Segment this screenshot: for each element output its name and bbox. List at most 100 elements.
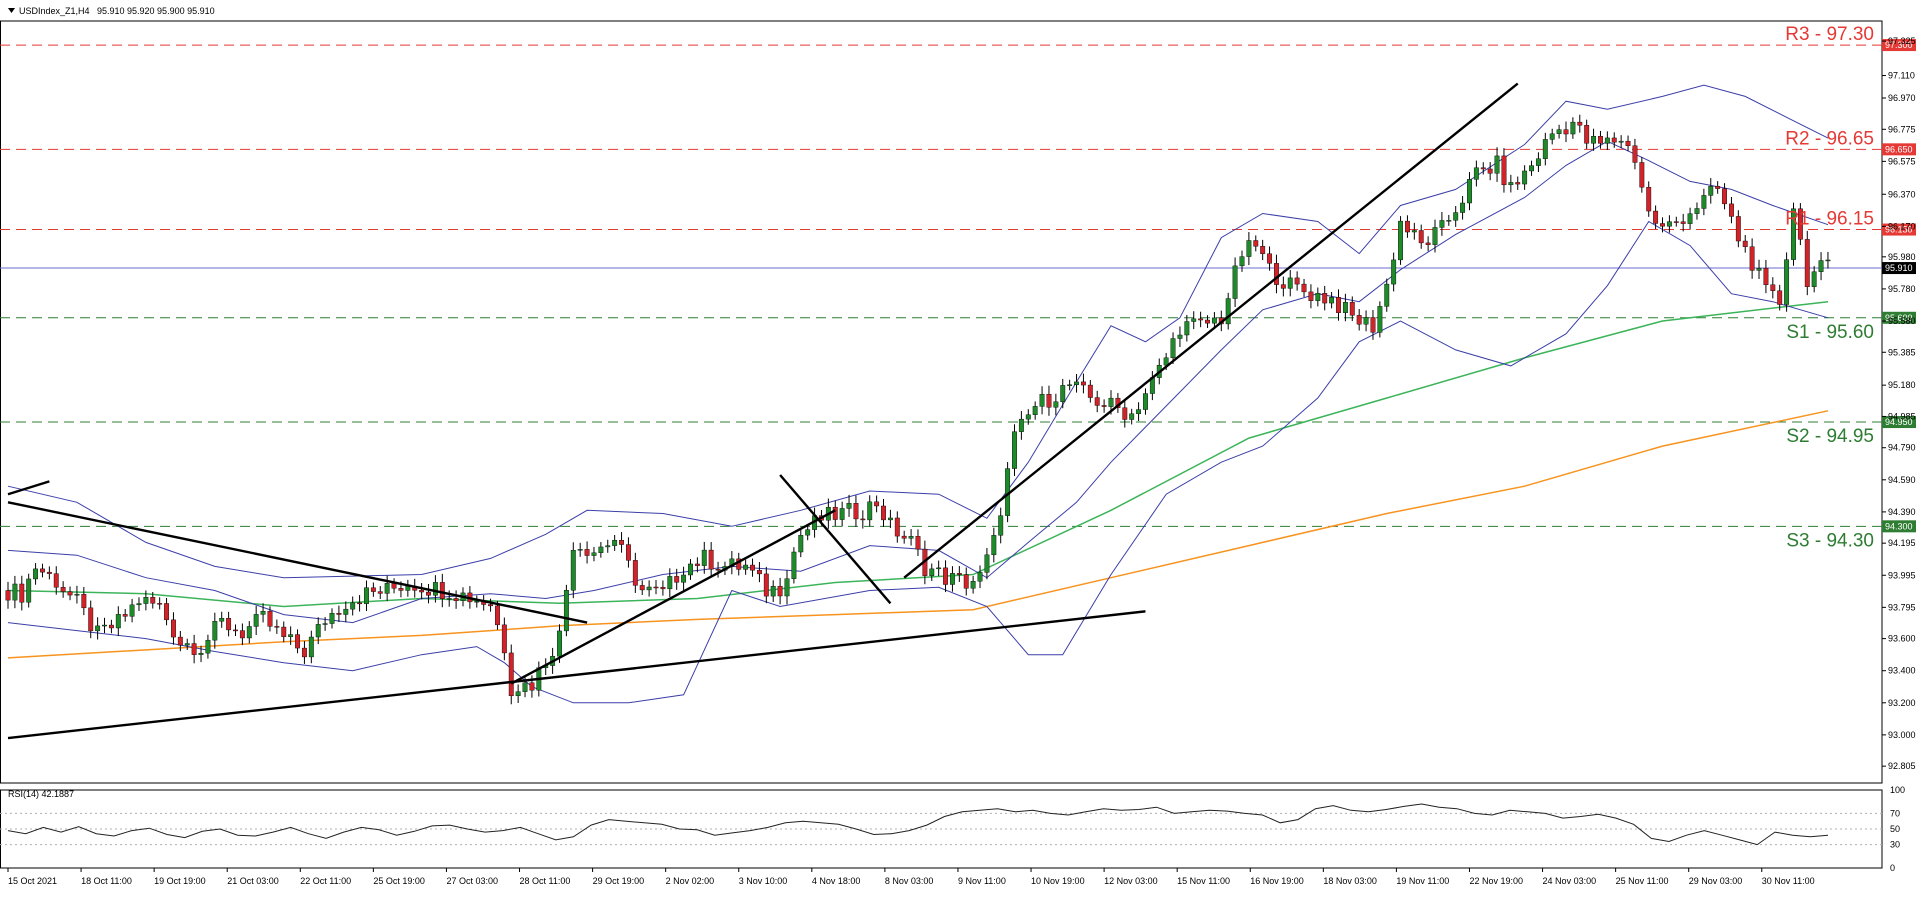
candle-body (143, 597, 149, 604)
candle-body (667, 576, 673, 590)
x-tick-label: 30 Nov 11:00 (1762, 876, 1815, 886)
ohlc-readout: 95.910 95.920 95.900 95.910 (97, 6, 215, 16)
candle-body (1708, 186, 1714, 196)
candle-body (984, 554, 990, 573)
x-tick-label: 2 Nov 02:00 (666, 876, 715, 886)
candle-body (253, 614, 259, 627)
candle-body (205, 639, 211, 654)
candle-body (998, 515, 1004, 536)
level-price-tag-text: 94.300 (1885, 521, 1913, 531)
candle-body (1391, 259, 1397, 285)
candle-body (5, 590, 11, 601)
candle-body (936, 567, 942, 570)
candle-body (694, 563, 700, 566)
candle-body (1122, 407, 1128, 420)
candle-body (619, 540, 624, 545)
candle-body (1508, 182, 1514, 186)
candle-body (991, 535, 997, 556)
candle-body (1349, 302, 1355, 316)
y-tick-label: 93.600 (1888, 634, 1916, 644)
trendline (7, 501, 588, 624)
x-tick-label: 29 Nov 03:00 (1689, 876, 1743, 886)
level-label: S1 - 95.60 (1786, 322, 1874, 343)
x-tick-label: 28 Oct 11:00 (520, 876, 571, 886)
candle-body (1211, 317, 1217, 324)
candle-body (157, 603, 163, 605)
y-tick-label: 97.110 (1888, 71, 1915, 81)
candle-body (515, 691, 521, 697)
candle-body (708, 549, 714, 570)
candle-body (1274, 263, 1279, 285)
candle-body (743, 564, 749, 570)
level-price-tag (1882, 223, 1916, 236)
candle-body (784, 578, 790, 597)
candle-body (1570, 121, 1576, 135)
candle-body (1611, 137, 1617, 143)
x-tick-label: 3 Nov 10:00 (739, 876, 788, 886)
candle-body (150, 597, 156, 604)
candle-body (956, 573, 962, 575)
candle-body (233, 629, 238, 632)
candle-body (1673, 221, 1679, 223)
overlay-line (7, 300, 1829, 608)
candle-body (1542, 139, 1548, 159)
trendline (903, 82, 1519, 579)
candle-body (274, 626, 280, 628)
candle-body (1280, 284, 1286, 289)
candle-body (129, 604, 135, 617)
candle-body (605, 545, 611, 548)
candle-body (908, 536, 914, 539)
y-tick-label: 95.780 (1888, 284, 1916, 294)
candle-body (453, 598, 459, 601)
candle-body (1246, 240, 1252, 257)
candle-body (1604, 137, 1610, 144)
level-price-tag-text: 96.650 (1885, 144, 1913, 154)
candle-body (1446, 220, 1452, 222)
candle-body (343, 608, 349, 615)
candle-body (508, 652, 514, 697)
candle-body (1494, 155, 1500, 174)
candle-body (1046, 393, 1052, 408)
candle-body (1501, 155, 1507, 186)
candle-body (1639, 162, 1645, 188)
candle-body (798, 534, 804, 553)
x-tick-label: 22 Oct 11:00 (300, 876, 351, 886)
x-tick-label: 25 Nov 11:00 (1616, 876, 1669, 886)
candle-body (1067, 384, 1073, 386)
candle-body (1356, 315, 1362, 325)
candle-body (1653, 210, 1659, 224)
level-label: S3 - 94.30 (1786, 530, 1874, 551)
candle-body (1239, 256, 1245, 267)
candle-body (632, 560, 638, 586)
candle-body (281, 626, 287, 637)
candle-body (860, 518, 866, 521)
candle-body (1329, 297, 1335, 304)
candle-body (929, 568, 935, 576)
candle-body (164, 603, 169, 621)
y-tick-label: 93.400 (1888, 666, 1916, 676)
candle-body (26, 578, 32, 603)
chart-menu-triangle-icon[interactable] (8, 8, 15, 13)
candle-body (501, 624, 507, 654)
candle-body (1591, 136, 1597, 144)
candle-body (1094, 397, 1100, 406)
x-tick-label: 16 Nov 19:00 (1250, 876, 1304, 886)
level-price-tag (1882, 520, 1916, 533)
candle-body (1811, 271, 1817, 287)
x-tick-label: 4 Nov 18:00 (812, 876, 861, 886)
candle-body (1577, 121, 1583, 126)
candle-body (970, 581, 976, 589)
trendline (510, 509, 836, 685)
y-tick-label: 96.775 (1888, 124, 1916, 134)
candle-body (1411, 230, 1417, 233)
candle-body (1722, 188, 1727, 205)
candle-body (1032, 406, 1038, 415)
candle-body (1625, 140, 1631, 146)
candle-body (377, 591, 383, 594)
candle-body (612, 540, 618, 546)
candle-body (1715, 186, 1721, 189)
candle-body (963, 574, 969, 589)
candle-body (419, 590, 425, 593)
